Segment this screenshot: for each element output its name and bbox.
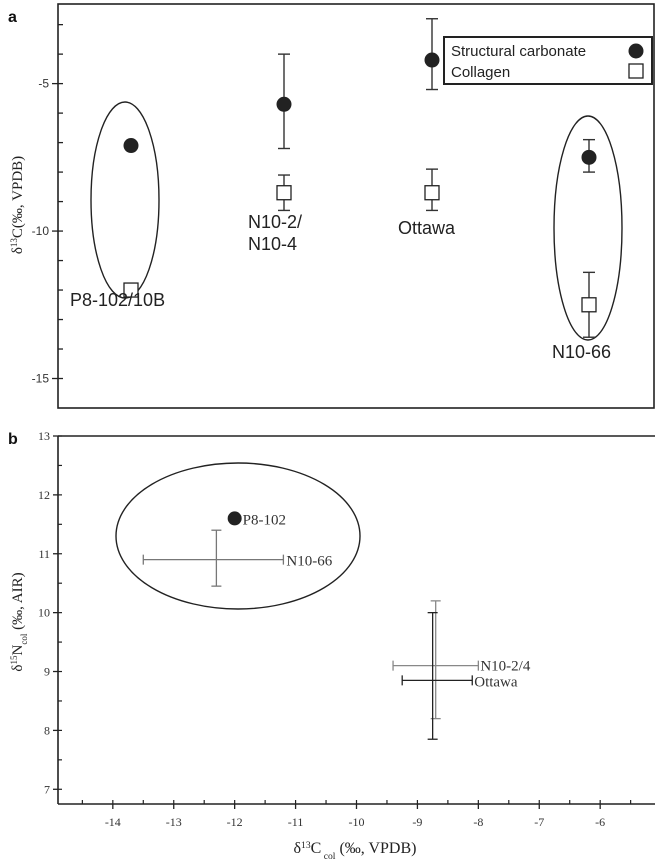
collagen-point (276, 185, 292, 201)
legend-marker-square (628, 63, 644, 79)
y-tick-label: 13 (38, 429, 50, 443)
x-tick-label: -6 (595, 815, 605, 829)
group-outline-ellipse (115, 462, 361, 610)
y-tick-label: 9 (44, 665, 50, 679)
legend-label-structural-carbonate: Structural carbonate (451, 43, 586, 60)
point-label: Ottawa (474, 674, 518, 690)
point-label: P8-102 (243, 512, 286, 528)
panel-b-y-axis-label: δ15Ncol (‰, AIR) (9, 572, 29, 671)
legend: Structural carbonate Collagen (443, 36, 653, 85)
y-tick-label: -10 (32, 224, 50, 238)
x-tick-label: -13 (166, 815, 182, 829)
y-tick-label: 8 (44, 723, 50, 737)
panel-a-y-axis-label: δ13C(‰, VPDB) (9, 156, 26, 254)
structural-carbonate-point (123, 138, 139, 154)
group-outline-n10-66 (553, 115, 623, 341)
group-label: N10-2/ (248, 212, 302, 232)
collagen-point (424, 185, 440, 201)
y-tick-label: 10 (38, 606, 50, 620)
panel-b-x-axis-label: δ13C col (‰, VPDB) (294, 840, 417, 860)
group-label: P8-102/10B (70, 290, 165, 310)
data-point (227, 511, 242, 526)
panel-b-letter: b (8, 431, 18, 448)
legend-box (443, 36, 653, 85)
x-tick-label: -14 (105, 815, 121, 829)
x-tick-label: -8 (473, 815, 483, 829)
panel-a-frame (57, 3, 655, 409)
point-label: N10-2/4 (480, 659, 530, 675)
panel-a-chart: a -5 -10 -15 δ13C(‰, VPDB) P8-102/10B N10-2/N1… (8, 3, 655, 409)
group-label: N10-4 (248, 234, 297, 254)
panel-b-chart: b 7 8 9 10 11 12 13 -14 -13 -12 -11 -10 -9 -8 -7 -6 δ15Nc… (8, 429, 655, 860)
x-tick-label: -10 (349, 815, 365, 829)
group-label: Ottawa (398, 218, 456, 238)
y-tick-label: 7 (44, 782, 50, 796)
x-tick-label: -12 (227, 815, 243, 829)
legend-label-collagen: Collagen (451, 64, 510, 81)
y-tick-label: 11 (38, 547, 50, 561)
point-label: N10-66 (286, 554, 332, 570)
panel-a-letter: a (8, 9, 17, 26)
structural-carbonate-point (276, 96, 292, 112)
group-outline-p8-102 (90, 101, 160, 299)
y-tick-label: -15 (32, 372, 50, 386)
x-tick-label: -7 (534, 815, 544, 829)
y-tick-label: 12 (38, 488, 50, 502)
legend-marker-circle (628, 43, 644, 59)
structural-carbonate-point (424, 52, 440, 68)
x-tick-label: -11 (288, 815, 304, 829)
y-tick-label: -5 (38, 77, 49, 91)
x-tick-label: -9 (412, 815, 422, 829)
group-label: N10-66 (552, 342, 611, 362)
collagen-point (123, 282, 139, 298)
structural-carbonate-point (581, 149, 597, 165)
collagen-point (581, 297, 597, 313)
